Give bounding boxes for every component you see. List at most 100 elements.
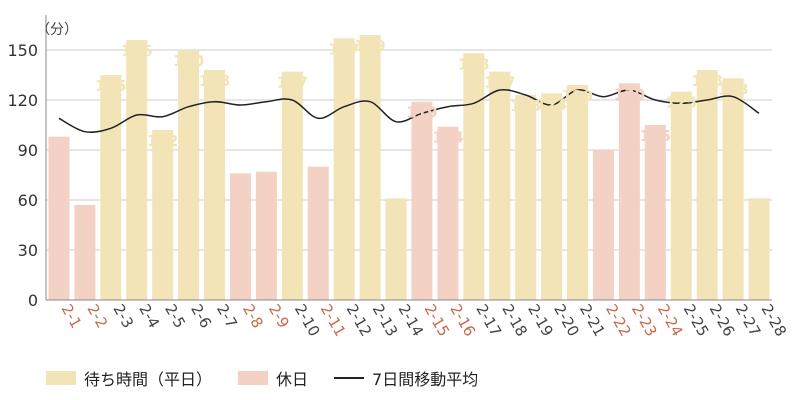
x-tick-label: 2-7 <box>213 301 241 331</box>
x-tick-label: 2-25 <box>680 301 713 339</box>
x-tick-label: 2-14 <box>395 301 428 339</box>
bar-weekday <box>722 78 744 300</box>
legend-moving-average-label: 7日間移動平均 <box>372 370 479 389</box>
x-tick-label: 2-1 <box>58 301 86 331</box>
data-label: 98 <box>49 139 70 157</box>
data-label: 105 <box>640 127 671 145</box>
bar-weekday <box>152 130 174 300</box>
y-tick-label: 30 <box>18 241 38 260</box>
x-tick-label: 2-4 <box>135 301 163 331</box>
data-label: 138 <box>692 72 723 90</box>
x-tick-label: 2-8 <box>239 301 267 331</box>
x-tick-label: 2-20 <box>550 301 583 339</box>
bar-weekday <box>748 198 770 300</box>
bar-weekday <box>567 85 589 300</box>
legend-holiday: 休日 <box>238 366 308 390</box>
data-label: 130 <box>614 85 645 103</box>
data-label: 104 <box>432 129 463 147</box>
y-tick-label: 150 <box>7 41 38 60</box>
data-label: 133 <box>717 80 748 98</box>
data-label: 77 <box>256 174 277 192</box>
bar-holiday <box>411 101 433 301</box>
bar-weekday <box>463 53 485 301</box>
x-tick-label: 2-28 <box>758 301 791 339</box>
bar-weekday <box>515 95 537 300</box>
x-tick-label: 2-24 <box>654 301 687 339</box>
bars <box>48 35 770 301</box>
bar-weekday <box>281 71 303 301</box>
x-tick-label: 2-21 <box>576 301 609 339</box>
x-tick-label: 2-6 <box>187 301 215 331</box>
moving-average <box>58 88 760 133</box>
legend: 待ち時間（平日） 休日 7日間移動平均 <box>46 366 478 390</box>
data-label: 102 <box>147 132 178 150</box>
bar-holiday <box>74 205 96 300</box>
bar-weekday <box>178 50 200 300</box>
bar-weekday <box>333 38 355 300</box>
data-label: 76 <box>230 175 251 193</box>
x-tick-label: 2-18 <box>498 301 531 339</box>
data-label: 150 <box>173 52 204 70</box>
legend-moving-average: 7日間移動平均 <box>334 366 478 390</box>
y-tick-label: 0 <box>28 291 38 310</box>
data-label: 148 <box>458 55 489 73</box>
legend-line-swatch <box>334 377 365 379</box>
x-tick-label: 2-2 <box>83 301 111 331</box>
bar-holiday <box>48 136 70 300</box>
data-label: 80 <box>308 169 329 187</box>
x-tick-label: 2-3 <box>109 301 137 331</box>
x-tick-label: 2-22 <box>602 301 635 339</box>
data-label: 90 <box>593 152 614 170</box>
bar-holiday <box>437 126 459 301</box>
data-label: 137 <box>277 74 308 92</box>
data-label: 129 <box>562 87 593 105</box>
data-label: 124 <box>536 95 567 113</box>
x-tick-label: 2-11 <box>317 301 350 339</box>
bar-weekday <box>489 71 511 301</box>
bar-holiday <box>229 173 251 300</box>
x-tick-label: 2-16 <box>446 301 479 339</box>
legend-holiday-swatch <box>238 371 269 385</box>
x-tick-label: 2-12 <box>343 301 376 339</box>
moving-average-line <box>58 88 760 133</box>
bar-holiday <box>644 125 666 300</box>
y-tick-label: 120 <box>7 91 38 110</box>
data-label: 61 <box>386 200 407 218</box>
x-tick-label: 2-5 <box>161 301 189 331</box>
data-label: 156 <box>121 42 152 60</box>
data-label: 159 <box>354 37 385 55</box>
data-label: 57 <box>74 207 95 225</box>
data-label: 61 <box>749 200 770 218</box>
x-tick-label: 2-13 <box>369 301 402 339</box>
x-tick-label: 2-27 <box>732 301 765 339</box>
y-axis-unit: （分） <box>36 22 78 38</box>
bar-weekday <box>670 91 692 301</box>
x-tick-label: 2-15 <box>421 301 454 339</box>
data-label: 157 <box>329 40 360 58</box>
legend-weekday: 待ち時間（平日） <box>46 366 212 390</box>
data-label: 119 <box>406 104 437 122</box>
bar-holiday <box>307 166 329 300</box>
bar-weekday <box>541 93 563 300</box>
data-label: 137 <box>484 74 515 92</box>
x-tick-label: 2-19 <box>524 301 557 339</box>
bar-holiday <box>592 150 614 300</box>
data-label: 123 <box>510 97 541 115</box>
legend-weekday-swatch <box>46 371 76 385</box>
y-tick-label: 60 <box>18 191 38 210</box>
bar-holiday <box>255 171 277 300</box>
legend-weekday-label: 待ち時間（平日） <box>84 370 213 389</box>
bar-weekday <box>696 70 718 300</box>
bar-weekday <box>100 75 122 300</box>
bar-weekday <box>359 35 381 300</box>
legend-holiday-label: 休日 <box>276 370 309 389</box>
x-tick-label: 2-10 <box>291 301 324 339</box>
x-tick-label: 2-23 <box>628 301 661 339</box>
x-tick-label: 2-9 <box>265 301 293 331</box>
bar-weekday <box>126 40 148 300</box>
y-tick-label: 90 <box>18 141 38 160</box>
x-tick-label: 2-17 <box>472 301 505 339</box>
data-label: 138 <box>199 72 230 90</box>
